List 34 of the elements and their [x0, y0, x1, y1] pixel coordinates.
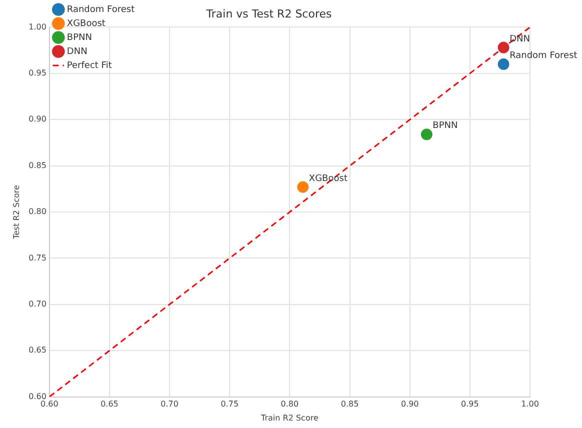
- x-tick-label: 0.70: [160, 400, 178, 409]
- x-axis-title: Train R2 Score: [260, 413, 318, 422]
- text: DNN: [510, 34, 530, 44]
- text: XGBoost: [308, 174, 348, 184]
- x-tick-label: 0.80: [280, 400, 299, 409]
- y-tick-label: 0.75: [28, 253, 46, 262]
- point: [420, 128, 432, 140]
- x-tick-label: 0.95: [461, 400, 479, 409]
- point: [498, 58, 510, 70]
- y-axis-title: Test R2 Score: [12, 184, 21, 240]
- legend-label: BPNN: [66, 32, 92, 43]
- legend-label: XGBoost: [66, 18, 106, 29]
- legend-label: DNN: [66, 46, 88, 57]
- x-tick-label: 0.85: [340, 400, 359, 409]
- x-tick-label: 0.90: [400, 400, 419, 409]
- y-tick-label: 0.80: [28, 207, 46, 216]
- x-tick-label: 0.65: [100, 400, 118, 409]
- y-tick-label: 0.90: [28, 114, 46, 124]
- x-tick-label: 1.00: [521, 400, 539, 409]
- chart-title: Train vs Test R2 Scores: [205, 7, 332, 20]
- legend-label: Random Forest: [66, 4, 136, 15]
- point: [498, 42, 510, 54]
- text: Random Forest: [510, 51, 578, 62]
- legend-label: Perfect Fit: [66, 60, 112, 71]
- y-tick-label: 0.85: [28, 160, 46, 170]
- point: [297, 181, 309, 193]
- x-tick-label: 0.60: [40, 400, 58, 409]
- y-tick-label: 1.00: [28, 22, 46, 32]
- text: BPNN: [432, 121, 458, 132]
- y-tick-label: 0.60: [28, 392, 46, 401]
- x-tick-label: 0.75: [220, 400, 239, 409]
- y-tick-label: 0.70: [28, 299, 46, 308]
- y-tick-label: 0.95: [28, 68, 46, 78]
- y-tick-label: 0.65: [28, 346, 46, 355]
